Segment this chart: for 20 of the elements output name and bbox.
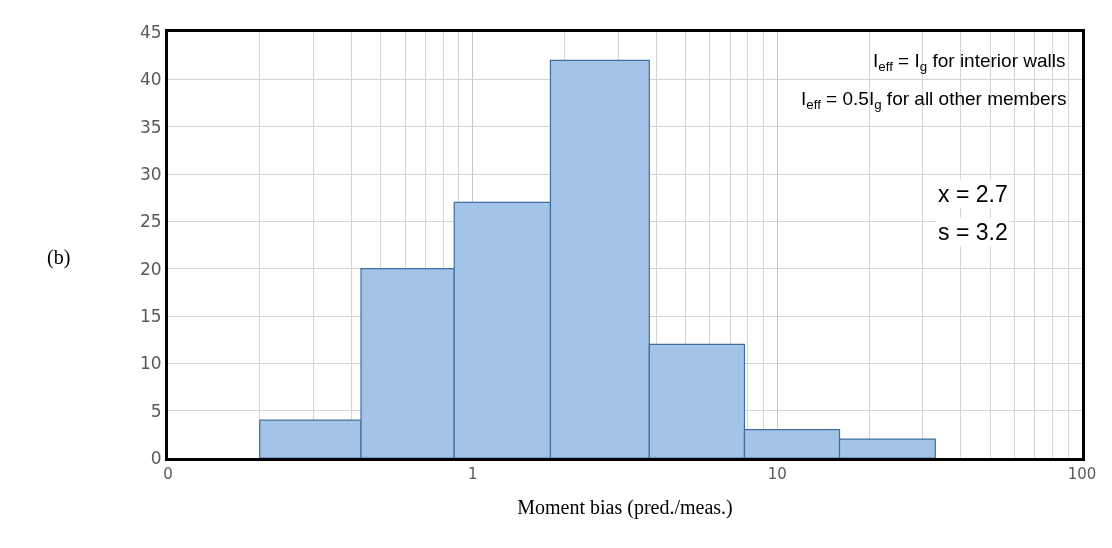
annotation: s = 3.2 <box>938 219 1008 245</box>
y-tick-label: 15 <box>139 305 162 326</box>
x-tick-label: 10 <box>767 465 787 483</box>
annotation: x = 2.7 <box>938 181 1008 207</box>
x-tick-label: 0 <box>163 465 173 483</box>
annotation: I$_{eff}$ = 0.5I$_{g}$ for all other members <box>801 88 1067 112</box>
y-tick-label: 5 <box>150 400 162 421</box>
text: (b) <box>47 246 71 269</box>
x-tick-label: 1 <box>467 465 478 483</box>
x-axis-title: Moment bias (pred./meas.) <box>517 495 733 519</box>
y-tick-label: 45 <box>139 21 162 42</box>
x-tick-label: 100 <box>1067 465 1097 483</box>
y-tick-label: 10 <box>139 353 162 374</box>
y-tick-label: 25 <box>139 211 162 232</box>
annotation: I$_{eff}$ = I$_{g}$ for interior walls <box>873 50 1066 74</box>
y-tick-label: 20 <box>139 258 162 279</box>
y-tick-label: 0 <box>150 447 162 468</box>
y-tick-label: 40 <box>139 69 162 90</box>
y-tick-label: 35 <box>139 116 162 137</box>
y-tick-label: 30 <box>139 163 162 184</box>
